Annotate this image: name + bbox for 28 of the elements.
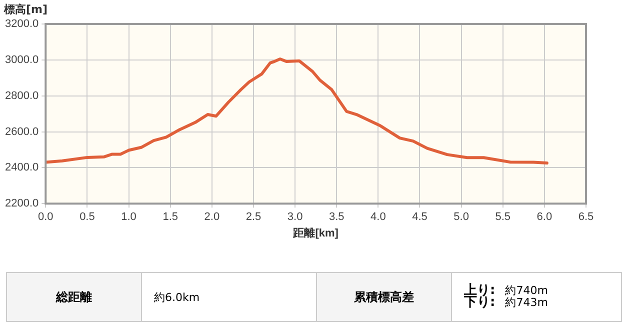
x-tick-label: 5.0: [454, 211, 469, 224]
x-tick-label: 3.5: [328, 211, 344, 224]
x-tick-label: 0.0: [38, 211, 54, 224]
y-tick-label: 2400.0: [4, 162, 39, 174]
y-tick-label: 2800.0: [4, 90, 39, 102]
x-tick-label: 6.0: [536, 211, 552, 224]
x-tick-label: 0.5: [80, 211, 95, 224]
y-tick-label: 3000.0: [4, 54, 39, 66]
y-tick-label: 2600.0: [4, 126, 39, 138]
y-axis-title: 標高[m]: [4, 2, 48, 17]
text: 約740m: [505, 284, 548, 297]
text: 下り:: [464, 295, 496, 310]
x-axis-title: 距離[km]: [292, 226, 339, 240]
x-tick-label: 2.5: [246, 211, 262, 224]
y-tick-label: 3200.0: [4, 18, 39, 30]
x-tick-label: 3.0: [287, 211, 303, 224]
x-tick-label: 4.5: [412, 211, 428, 224]
x-tick-label: 5.5: [495, 211, 511, 224]
x-tick-label: 6.5: [578, 211, 594, 224]
x-tick-label: 4.0: [370, 211, 386, 224]
y-tick-label: 2200.0: [4, 198, 39, 210]
text: 総距離: [6, 272, 142, 322]
x-tick-label: 1.0: [121, 211, 136, 224]
x-tick-label: 1.5: [162, 211, 178, 224]
text: 約6.0km: [142, 272, 316, 322]
text: 累積標高差: [316, 272, 452, 322]
text: 約743m: [505, 296, 548, 309]
x-tick-label: 2.0: [204, 211, 220, 224]
